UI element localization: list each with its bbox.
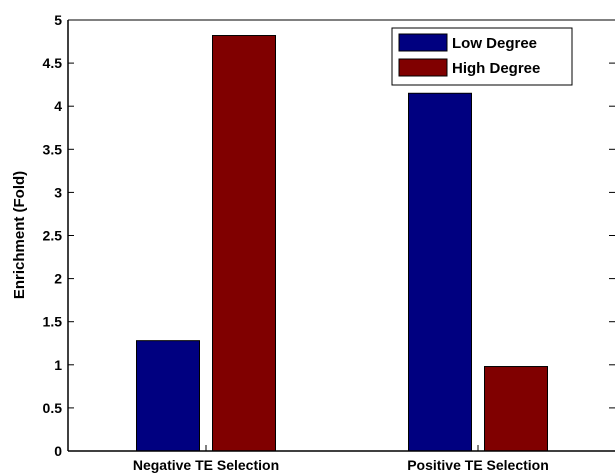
y-tick-label: 0.5: [43, 400, 63, 416]
y-ticks-group: 0 0.5 1 1.5 2 2.5 3 3.5 4 4.5 5: [43, 12, 615, 459]
y-tick-label: 3.5: [43, 141, 63, 157]
legend: Low Degree High Degree: [391, 27, 573, 86]
x-ticks-group: Negative TE Selection Positive TE Selecti…: [133, 445, 549, 473]
y-tick-label: 0: [54, 443, 62, 459]
y-axis-label: Enrichment (Fold): [11, 171, 28, 299]
y-tick-label: 1: [54, 357, 62, 373]
y-tick-label: 4: [54, 98, 62, 114]
legend-swatch-low-degree: [398, 33, 448, 52]
legend-label-high-degree: High Degree: [452, 60, 540, 77]
x-tick-label: Negative TE Selection: [133, 457, 279, 473]
bar-high-degree-negative: [212, 35, 276, 452]
bar-high-degree-positive: [484, 366, 548, 452]
y-tick-label: 4.5: [43, 55, 63, 71]
bars-group: [136, 35, 548, 452]
bar-low-degree-positive: [408, 92, 472, 452]
x-tick-label: Positive TE Selection: [407, 457, 549, 473]
y-tick-label: 5: [54, 12, 62, 28]
bar-low-degree-negative: [136, 340, 200, 452]
legend-label-low-degree: Low Degree: [452, 35, 537, 52]
y-tick-label: 2.5: [43, 228, 63, 244]
legend-swatch-high-degree: [398, 58, 448, 77]
y-tick-label: 3: [54, 184, 62, 200]
y-tick-label: 2: [54, 271, 62, 287]
y-tick-label: 1.5: [43, 314, 63, 330]
